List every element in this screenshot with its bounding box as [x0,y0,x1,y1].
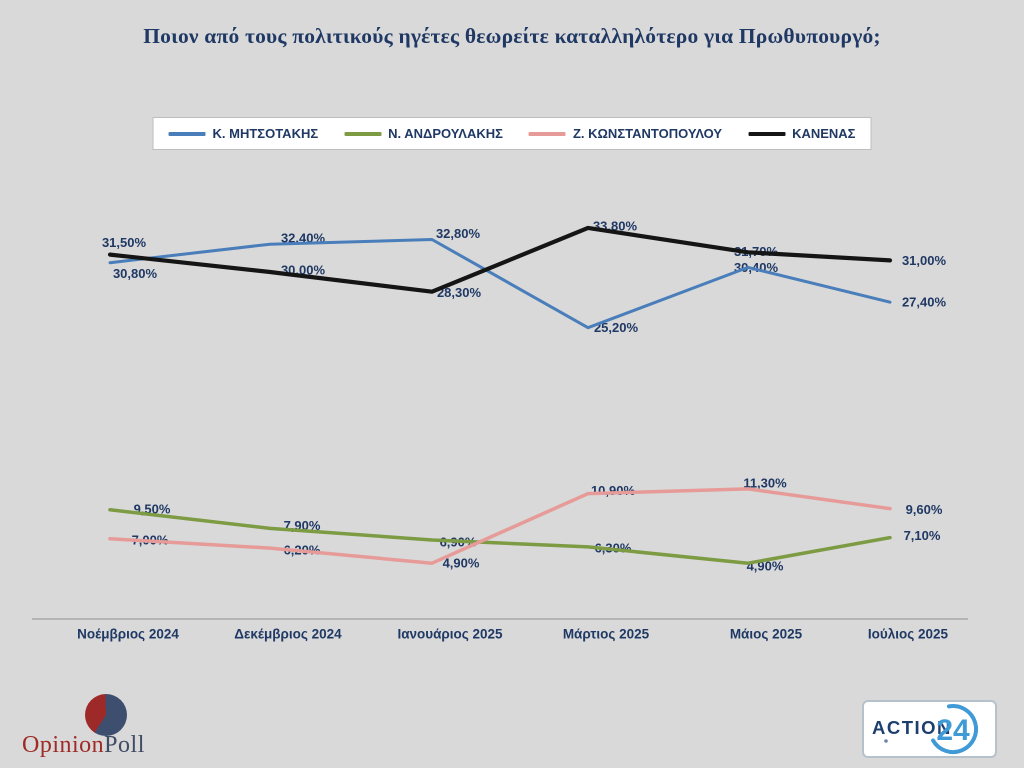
action24-word-24: 24 [936,714,970,747]
x-axis-label: Δεκέμβριος 2024 [234,627,342,642]
legend-line-swatch [528,131,566,136]
action24-dot-icon [884,739,888,743]
legend-item-2: Ν. ΑΝΔΡΟΥΛΑΚΗΣ [344,126,503,141]
x-axis-label: Νοέμβριος 2024 [77,627,179,642]
data-label: 7,10% [904,528,941,543]
series-line-3 [108,487,892,565]
data-label: 11,30% [743,475,787,490]
legend-line-swatch [344,131,382,136]
legend-label: Ν. ΑΝΔΡΟΥΛΑΚΗΣ [388,126,503,141]
data-label: 25,20% [594,320,639,335]
data-label: 31,00% [902,253,947,268]
chart-legend: Κ. ΜΗΤΣΟΤΑΚΗΣ Ν. ΑΝΔΡΟΥΛΑΚΗΣ Ζ. ΚΩΝΣΤΑΝΤΟΠ… [152,117,872,150]
legend-label: Ζ. ΚΩΝΣΤΑΝΤΟΠΟΥΛΟΥ [572,126,723,141]
legend-item-4: ΚΑΝΕΝΑΣ [748,126,855,141]
action24-logo: ACTION 24 [862,700,997,758]
legend-item-3: Ζ. ΚΩΝΣΤΑΝΤΟΠΟΥΛΟΥ [528,126,723,141]
legend-line-swatch [748,131,786,136]
data-label: 31,50% [102,235,147,250]
legend-line-swatch [168,131,206,136]
action24-arc-icon [931,704,978,755]
data-label: 30,80% [113,266,158,281]
data-label: 4,90% [443,556,480,571]
series-line-2 [108,508,892,565]
opinionpoll-word-poll: Poll [104,732,145,758]
chart-title: Ποιον από τους πολιτικούς ηγέτες θεωρείτ… [143,24,881,48]
legend-label: ΚΑΝΕΝΑΣ [792,126,856,141]
data-label: 10,90% [591,483,636,498]
data-label: 28,30% [437,285,482,300]
opinionpoll-wordmark: OpinionPoll [22,732,145,759]
action24-logo-art: ACTION 24 [872,704,978,755]
legend-item-1: Κ. ΜΗΤΣΟΤΑΚΗΣ [168,126,319,141]
x-axis-label: Ιούλιος 2025 [868,627,949,642]
data-label: 32,80% [436,226,481,241]
x-axis-label: Ιανουάριος 2025 [397,627,503,642]
series-line-4 [107,225,893,294]
opinionpoll-word-opinion: Opinion [22,732,105,758]
action24-word-action: ACTION [872,717,952,738]
data-label: 27,40% [902,295,947,310]
opinionpoll-logo: OpinionPoll [20,690,200,765]
x-axis-label: Μάρτιος 2025 [563,627,650,642]
opinionpoll-pie-icon [85,694,127,736]
data-label: 9,60% [906,502,943,517]
legend-label: Κ. ΜΗΤΣΟΤΑΚΗΣ [212,126,319,141]
x-axis-label: Μάιος 2025 [730,627,803,642]
series-line-1 [108,238,892,330]
